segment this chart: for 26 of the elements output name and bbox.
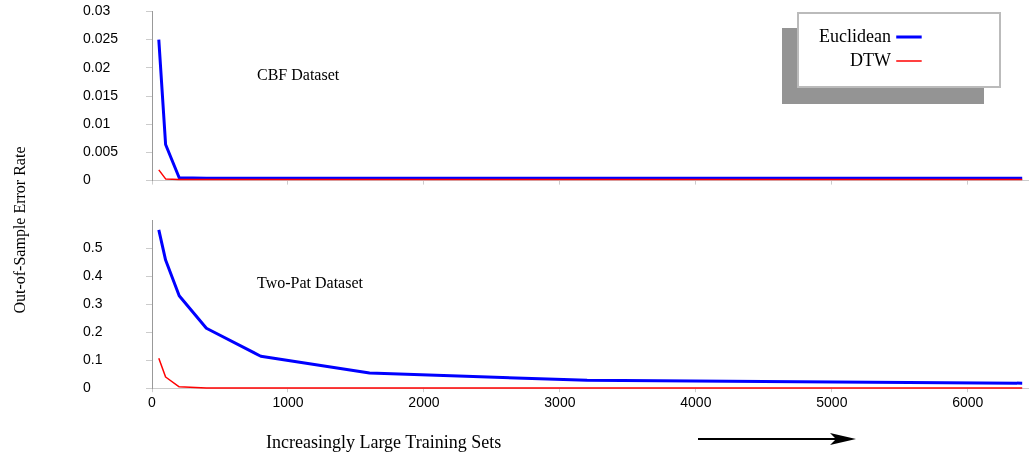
y-tick-label: 0.03	[83, 2, 111, 19]
y-tick-label: 0.01	[83, 115, 111, 132]
y-tick-label: 0	[83, 379, 91, 396]
x-tick-label: 5000	[816, 394, 848, 411]
x-tick-label: 0	[148, 394, 157, 411]
y-tick-label: 0.5	[83, 238, 103, 255]
y-tick-label: 0.02	[83, 58, 111, 75]
x-tick-label: 6000	[952, 394, 984, 411]
y-tick-label: 0.1	[83, 351, 103, 368]
x-tick-label: 4000	[680, 394, 712, 411]
x-tick-label: 3000	[544, 394, 576, 411]
x-tick-label: 2000	[408, 394, 440, 411]
annotation: CBF Dataset	[257, 65, 340, 83]
y-tick-label: 0.4	[83, 266, 103, 283]
y-tick-label: 0.2	[83, 322, 103, 339]
legend-label: DTW	[849, 49, 891, 70]
x-axis-title: Increasingly Large Training Sets	[266, 432, 502, 453]
y-axis-title: Out-of-Sample Error Rate	[11, 146, 29, 314]
y-tick-label: 0.005	[83, 143, 119, 160]
y-tick-label: 0.015	[83, 86, 119, 103]
annotation: Two-Pat Dataset	[257, 274, 364, 292]
y-tick-label: 0.025	[83, 30, 119, 47]
y-tick-label: 0	[83, 171, 91, 188]
y-tick-label: 0.3	[83, 294, 103, 311]
x-tick-label: 1000	[272, 394, 304, 411]
legend-label: Euclidean	[819, 25, 891, 46]
